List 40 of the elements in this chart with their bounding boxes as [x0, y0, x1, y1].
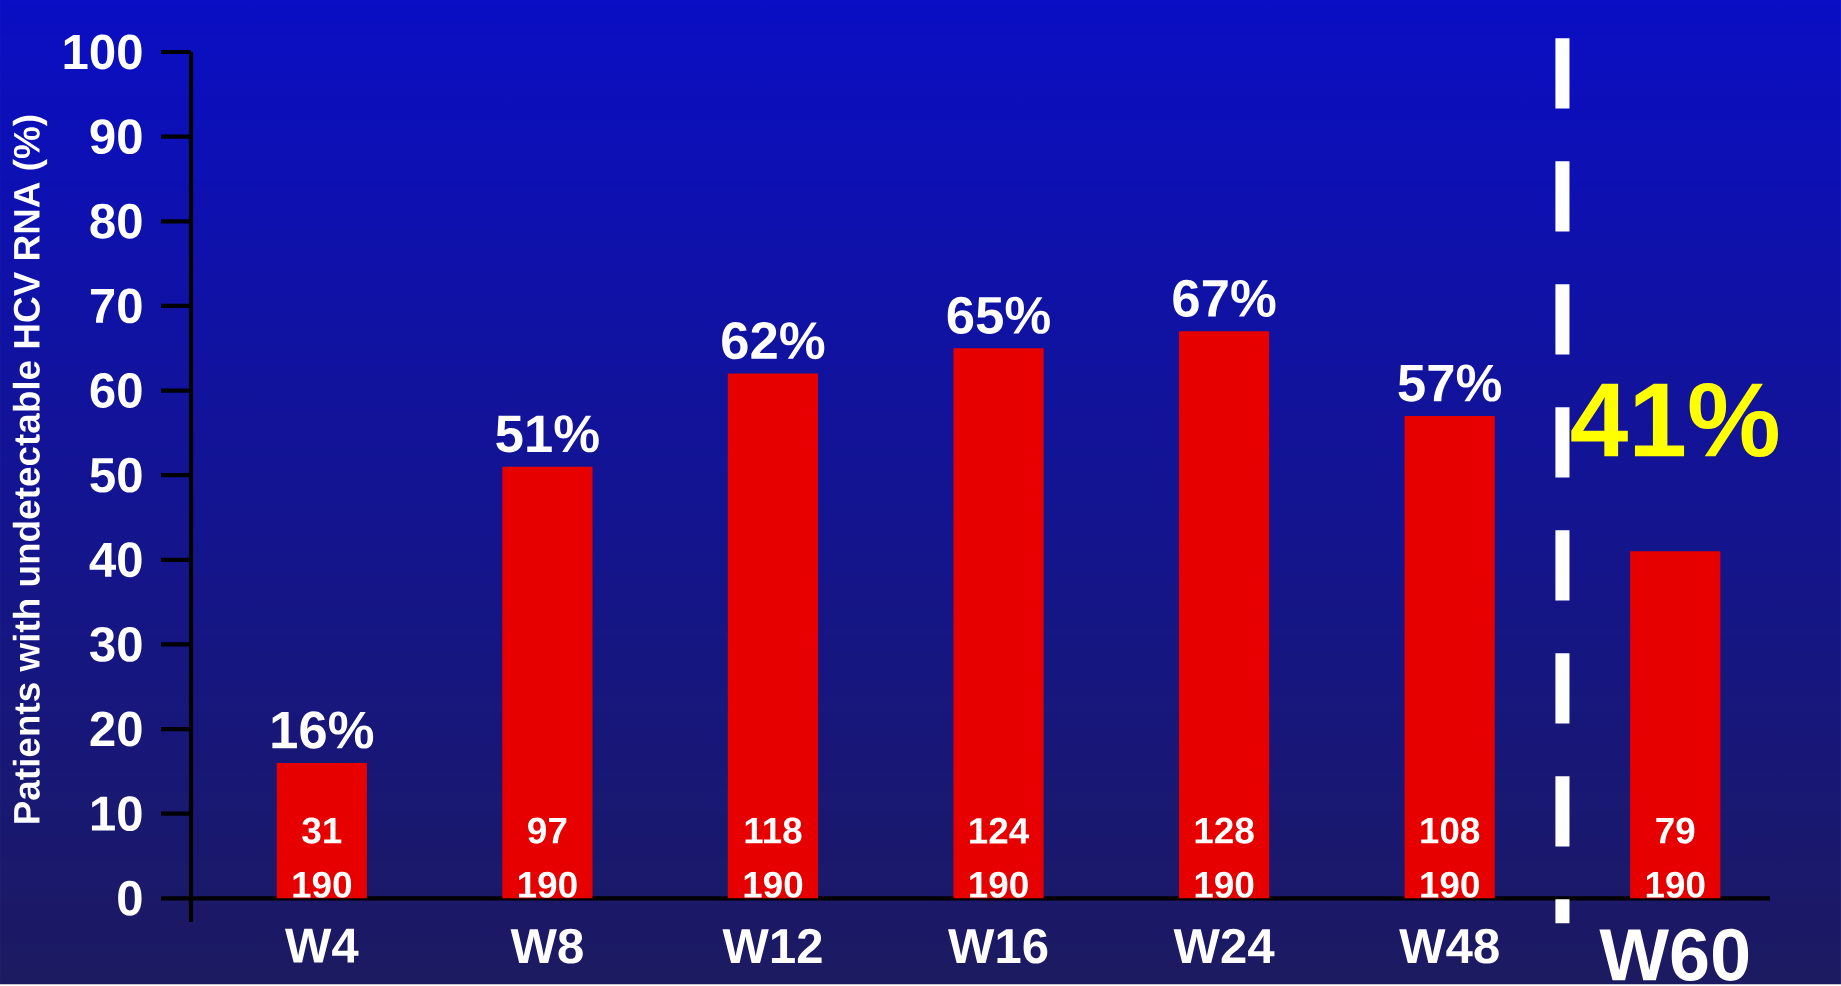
y-tick-label: 90: [90, 119, 142, 155]
annotation: 31: [302, 817, 342, 844]
annotation: 108: [1421, 817, 1480, 844]
x-tick-label: W12: [722, 928, 822, 964]
data-label: 51%: [496, 415, 599, 453]
y-tick-label: 80: [90, 203, 142, 239]
data-label: 57%: [1398, 364, 1502, 402]
y-tick-label: 40: [89, 542, 142, 578]
data-label: 67%: [1173, 279, 1276, 318]
x-tick-label: W16: [948, 928, 1048, 964]
x-tick-label: W8: [510, 928, 583, 964]
annotation: 190: [970, 871, 1028, 898]
data-label: 62%: [722, 322, 825, 360]
annotation: 124: [970, 817, 1030, 844]
y-tick-label: 60: [90, 373, 142, 408]
data-label: 16%: [272, 711, 374, 749]
annotation: 118: [745, 817, 802, 844]
y-tick-label: 0: [118, 880, 142, 916]
annotation: 190: [1195, 871, 1254, 898]
y-tick-label: 50: [90, 457, 142, 493]
x-tick-label: W4: [284, 928, 359, 963]
annotation: 97: [528, 817, 567, 844]
x-tick-label: W60: [1599, 928, 1749, 981]
annotation: 128: [1195, 817, 1254, 844]
annotation: 190: [744, 871, 803, 898]
y-tick-label: 10: [91, 796, 142, 832]
annotation: 190: [293, 871, 352, 898]
y-tick-label: 100: [64, 34, 142, 70]
x-tick-label: W24: [1173, 928, 1275, 964]
y-tick-label: 30: [89, 626, 142, 662]
y-tick-label: 20: [90, 711, 142, 747]
annotation: 190: [1421, 871, 1479, 898]
y-axis-title: Patients with undetectable HCV RNA (%): [12, 115, 48, 823]
y-tick-label: 70: [90, 288, 142, 324]
x-tick-label: W48: [1399, 928, 1499, 964]
data-label: 65%: [947, 296, 1050, 334]
annotation: 190: [518, 871, 577, 898]
annotation: 190: [1646, 871, 1705, 898]
data-label: 41%: [1571, 382, 1778, 458]
annotation: 79: [1656, 817, 1695, 844]
